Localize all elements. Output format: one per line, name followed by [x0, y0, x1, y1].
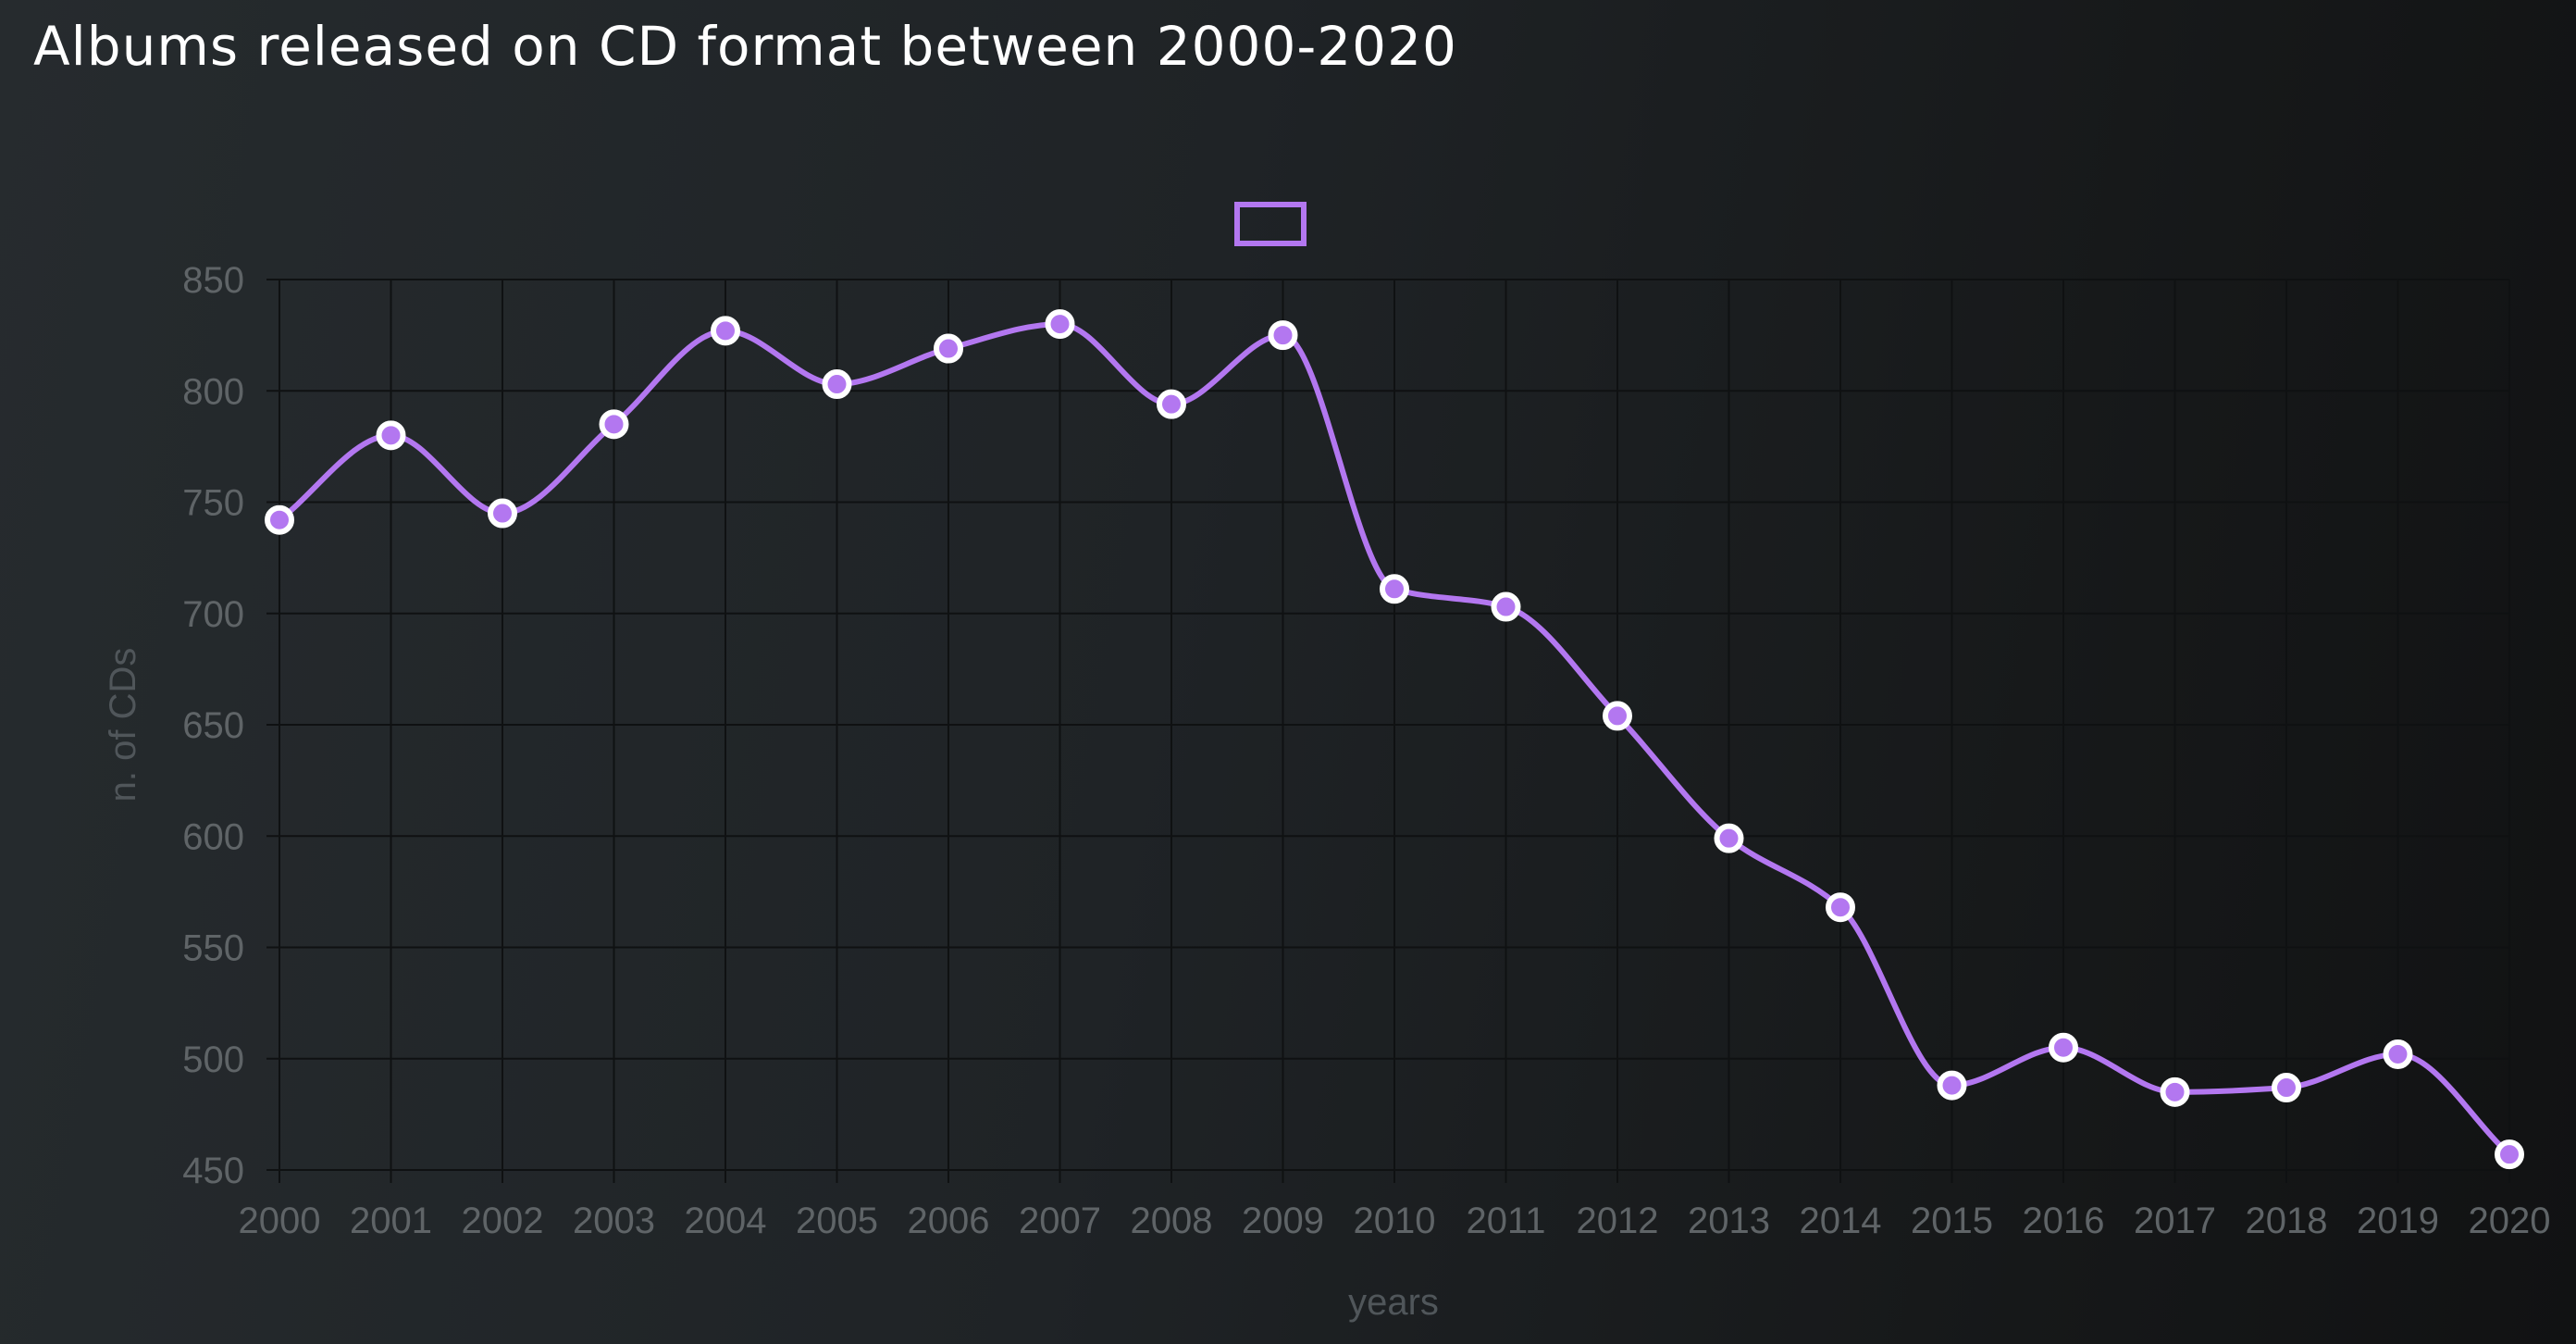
data-point-2010[interactable]	[1380, 574, 1409, 604]
x-tick-label: 2000	[239, 1201, 321, 1241]
data-point-2011[interactable]	[1491, 591, 1521, 622]
data-point-2015[interactable]	[1937, 1070, 1967, 1101]
x-tick-label: 2020	[2469, 1201, 2551, 1241]
chart-title: Albums released on CD format between 200…	[33, 15, 1457, 78]
x-tick-label: 2019	[2357, 1201, 2439, 1241]
data-points	[265, 309, 2524, 1170]
x-tick-labels: 2000 2001 2002 2003 2004 2005 2006 2007 2008 2009…	[239, 1201, 2551, 1241]
data-point-2004[interactable]	[711, 316, 740, 346]
data-point-2003[interactable]	[599, 409, 629, 440]
data-point-2008[interactable]	[1157, 389, 1186, 419]
x-tick-label: 2001	[350, 1201, 432, 1241]
series-line	[278, 321, 2512, 1157]
x-axis-title: years	[1348, 1282, 1439, 1323]
y-tick-label: 600	[182, 816, 244, 857]
y-tick-label: 750	[182, 483, 244, 524]
y-axis-title: n. of CDs	[103, 648, 143, 803]
x-tick-label: 2008	[1131, 1201, 1213, 1241]
x-tick-label: 2015	[1911, 1201, 1993, 1241]
x-tick-label: 2014	[1800, 1201, 1882, 1241]
series-line-group	[278, 321, 2512, 1157]
x-tick-label: 2004	[685, 1201, 767, 1241]
data-point-2000[interactable]	[265, 504, 294, 535]
data-point-2013[interactable]	[1714, 823, 1744, 853]
grid	[266, 279, 2510, 1183]
x-tick-label: 2013	[1688, 1201, 1770, 1241]
x-tick-label: 2010	[1354, 1201, 1436, 1241]
data-point-2016[interactable]	[2049, 1032, 2078, 1063]
x-tick-label: 2018	[2246, 1201, 2328, 1241]
x-tick-label: 2002	[462, 1201, 544, 1241]
data-point-2017[interactable]	[2160, 1076, 2190, 1107]
y-tick-label: 550	[182, 928, 244, 969]
data-point-2012[interactable]	[1603, 701, 1632, 731]
y-tick-label: 700	[182, 594, 244, 635]
x-tick-label: 2006	[908, 1201, 990, 1241]
legend-swatch[interactable]	[1234, 202, 1307, 246]
y-tick-label: 650	[182, 705, 244, 746]
data-point-2009[interactable]	[1268, 320, 1298, 351]
x-tick-label: 2011	[1466, 1201, 1545, 1241]
x-tick-label: 2005	[796, 1201, 878, 1241]
data-point-2020[interactable]	[2495, 1139, 2524, 1170]
x-tick-label: 2007	[1019, 1201, 1101, 1241]
x-tick-label: 2009	[1242, 1201, 1324, 1241]
y-tick-label: 500	[182, 1039, 244, 1080]
data-point-2005[interactable]	[822, 369, 852, 400]
data-point-2018[interactable]	[2272, 1073, 2301, 1103]
x-tick-label: 2012	[1577, 1201, 1659, 1241]
data-point-2014[interactable]	[1826, 892, 1855, 923]
data-point-2007[interactable]	[1045, 309, 1075, 340]
x-tick-label: 2016	[2023, 1201, 2105, 1241]
data-point-2001[interactable]	[376, 420, 406, 451]
y-tick-label: 800	[182, 371, 244, 412]
y-tick-label: 450	[182, 1151, 244, 1191]
data-point-2019[interactable]	[2383, 1039, 2413, 1069]
y-tick-label: 850	[182, 260, 244, 301]
data-point-2006[interactable]	[934, 333, 963, 364]
data-point-2002[interactable]	[488, 498, 517, 529]
x-tick-label: 2003	[573, 1201, 655, 1241]
y-tick-labels: 450 500 550 600 650 700 750 800 850	[182, 260, 244, 1191]
x-tick-label: 2017	[2134, 1201, 2216, 1241]
